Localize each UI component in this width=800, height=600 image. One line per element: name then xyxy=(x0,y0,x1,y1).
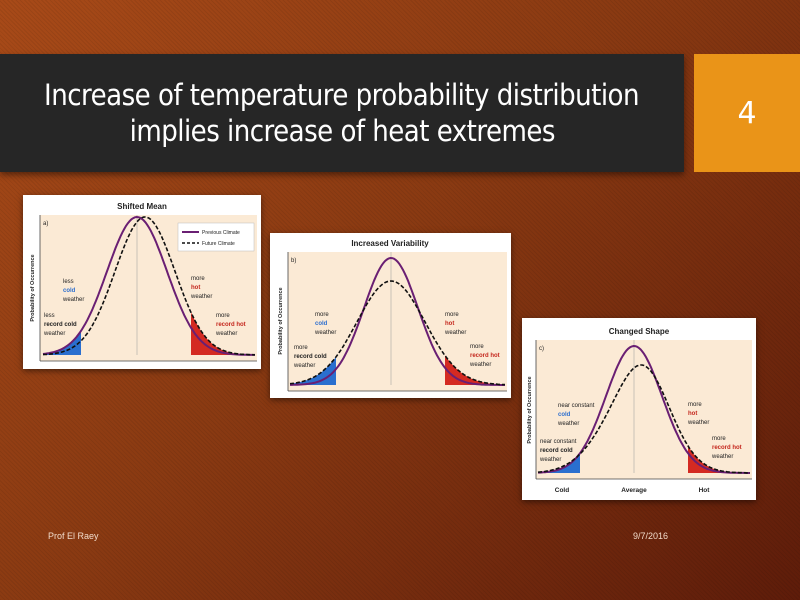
panel-c-cold-label-3: weather xyxy=(557,421,579,427)
panel-c-title: Changed Shape xyxy=(609,327,670,336)
panel-b-plot-area xyxy=(288,252,507,391)
slide-number: 4 xyxy=(737,95,757,131)
panel-changed-shape: Changed Shape Probability of Occurrence … xyxy=(522,318,756,500)
panel-b-cold-label-3: weather xyxy=(314,330,336,336)
panel-b-figure: Increased Variability Probability of Occ… xyxy=(278,239,507,392)
title-bar: Increase of temperature probability dist… xyxy=(0,54,684,172)
panel-b-record-cold-label-3: weather xyxy=(293,363,315,369)
panel-a-cold-label-3: weather xyxy=(62,297,84,303)
panel-a-tag: a) xyxy=(43,221,48,227)
panel-b-record-hot-label-2: record hot xyxy=(470,353,500,359)
panel-b-tag: b) xyxy=(291,258,296,264)
panel-b-future-curve xyxy=(289,280,505,386)
panel-c-cold-label-2: cold xyxy=(558,412,571,418)
panel-b-record-hot-label-3: weather xyxy=(469,362,491,368)
panel-a-previous-curve xyxy=(42,215,255,356)
panel-c-hot-label-1: more xyxy=(688,402,702,408)
panel-a-hot-label-3: weather xyxy=(190,294,212,300)
panel-b-record-hot-label-1: more xyxy=(470,344,484,350)
panel-c-cold-tail xyxy=(538,453,580,473)
panel-shifted-mean: Shifted Mean Probability of Occurrence a… xyxy=(23,195,261,369)
panel-a-hot-label-1: more xyxy=(191,276,205,282)
panel-c-x-label-cold: Cold xyxy=(555,487,569,494)
panel-a-future-curve xyxy=(42,216,255,356)
panel-c-x-label-hot: Hot xyxy=(699,487,711,494)
panel-c-hot-label-2: hot xyxy=(688,411,697,417)
panel-b-cold-label-1: more xyxy=(315,312,329,318)
panel-a-figure: Shifted Mean Probability of Occurrence a… xyxy=(30,202,257,362)
panel-a-record-hot-label-1: more xyxy=(216,313,230,319)
panel-a-title: Shifted Mean xyxy=(117,202,167,211)
panel-c-record-cold-label-1: near constant xyxy=(540,439,577,445)
panel-b-hot-label-3: weather xyxy=(444,330,466,336)
panel-b-hot-label-1: more xyxy=(445,312,459,318)
panel-a-y-axis-label: Probability of Occurrence xyxy=(30,254,36,321)
panel-a-record-hot-label-3: weather xyxy=(215,331,237,337)
panel-b-y-axis-label: Probability of Occurrence xyxy=(278,287,284,354)
panel-c-future-curve xyxy=(537,364,750,474)
panel-b-cold-label-2: cold xyxy=(315,321,328,327)
panel-c-x-label-average: Average xyxy=(621,487,647,494)
panel-c-record-hot-label-1: more xyxy=(712,436,726,442)
panel-a-hot-tail xyxy=(191,312,255,355)
panel-a-cold-tail xyxy=(43,330,81,355)
panel-c-record-hot-label-2: record hot xyxy=(712,445,742,451)
panel-c-record-cold-label-2: record cold xyxy=(540,448,573,454)
panel-c-record-hot-label-3: weather xyxy=(711,454,733,460)
slide-title-line-1: Increase of temperature probability dist… xyxy=(44,78,640,112)
panel-a-cold-label-1: less xyxy=(63,279,74,285)
panel-b-record-cold-label-1: more xyxy=(294,345,308,351)
panel-c-record-cold-label-3: weather xyxy=(539,457,561,463)
panel-a-hot-label-2: hot xyxy=(191,285,200,291)
panel-b-previous-curve xyxy=(290,256,505,386)
footer-date: 9/7/2016 xyxy=(633,531,669,541)
panel-c-figure: Changed Shape Probability of Occurrence … xyxy=(527,327,752,494)
slide-title-line-2: implies increase of heat extremes xyxy=(129,114,555,148)
panel-a-record-cold-label-3: weather xyxy=(43,331,65,337)
panel-c-hot-label-3: weather xyxy=(687,420,709,426)
panel-a-legend: Previous Climate Future Climate xyxy=(177,222,255,252)
panel-a-legend-box xyxy=(177,222,255,252)
panel-b-title: Increased Variability xyxy=(351,239,429,248)
panel-c-plot-area xyxy=(536,340,752,479)
panel-b-hot-label-2: hot xyxy=(445,321,454,327)
footer-author: Prof El Raey xyxy=(48,531,99,541)
panel-a-record-cold-label-1: less xyxy=(44,313,55,319)
panel-c-y-axis-label: Probability of Occurrence xyxy=(527,376,533,443)
panel-a-cold-label-2: cold xyxy=(63,288,76,294)
panel-increased-variability: Increased Variability Probability of Occ… xyxy=(270,233,511,398)
panel-a-record-cold-label-2: record cold xyxy=(44,322,77,328)
panel-a-record-hot-label-2: record hot xyxy=(216,322,246,328)
panel-a-legend-previous: Previous Climate xyxy=(202,230,240,236)
panel-b-hot-tail xyxy=(445,355,505,385)
panel-a-legend-future: Future Climate xyxy=(202,241,235,247)
slide-number-box: 4 xyxy=(694,54,800,172)
panel-b-record-cold-label-2: record cold xyxy=(294,354,327,360)
panel-c-cold-label-1: near constant xyxy=(558,403,595,409)
panel-c-tag: c) xyxy=(539,346,544,352)
